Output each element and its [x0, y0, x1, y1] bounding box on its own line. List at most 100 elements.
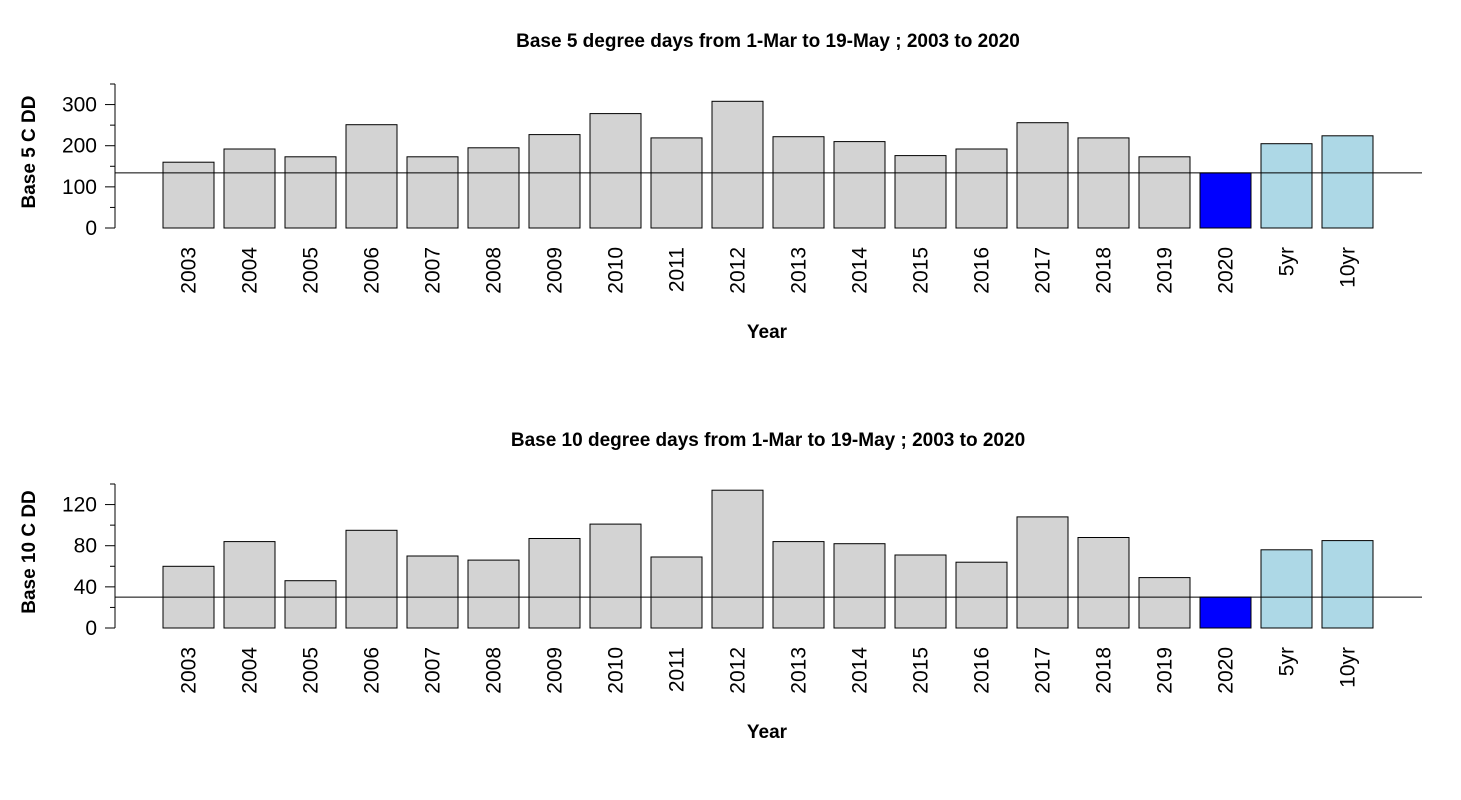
bar-5yr [1260, 549, 1313, 629]
x-axis-label: Year [747, 322, 788, 343]
bar-2008 [467, 559, 520, 629]
bar-2005 [284, 156, 337, 229]
bar-2009 [528, 538, 581, 629]
category-label: 2009 [544, 247, 567, 294]
bar-2008 [467, 147, 520, 229]
y-tick-label: 0 [85, 217, 97, 240]
y-axis-label: Base 10 C DD [19, 490, 40, 614]
bar-2003 [162, 161, 215, 229]
base10-chart-panel: Base 10 degree days from 1-Mar to 19-May… [19, 430, 1422, 743]
base5-chart-panel: Base 5 degree days from 1-Mar to 19-May … [19, 31, 1422, 343]
bar-2012 [711, 100, 764, 229]
y-axis-label: Base 5 C DD [19, 96, 40, 209]
category-label: 2004 [239, 247, 262, 294]
bar-2016 [955, 561, 1008, 629]
y-tick-label: 0 [85, 617, 97, 640]
y-axis: 0 100 200 300 [62, 83, 116, 240]
y-tick-label: 120 [62, 494, 97, 517]
bar-2006 [345, 529, 398, 629]
category-label: 2008 [483, 247, 506, 294]
bar-2007 [406, 555, 459, 629]
category-label: 2011 [666, 247, 689, 292]
category-label: 2006 [361, 247, 384, 294]
category-label: 10yr [1337, 647, 1360, 688]
category-label: 5yr [1276, 247, 1299, 276]
bar-2015 [894, 554, 947, 629]
category-label: 2015 [910, 647, 933, 694]
category-label: 2020 [1215, 247, 1238, 294]
category-label: 2007 [422, 647, 445, 694]
category-label: 2013 [788, 647, 811, 694]
bar-2017 [1016, 122, 1069, 229]
bar-2013 [772, 541, 825, 629]
category-label: 2016 [971, 647, 994, 694]
bar-2011 [650, 556, 703, 629]
category-label: 2009 [544, 647, 567, 694]
category-label: 2008 [483, 647, 506, 694]
y-tick-label: 300 [62, 94, 97, 117]
bar-2019 [1138, 577, 1191, 629]
category-label: 2018 [1093, 247, 1116, 294]
category-label: 2015 [910, 247, 933, 294]
category-label: 2018 [1093, 647, 1116, 694]
bar-2007 [406, 156, 459, 229]
bar-2018 [1077, 137, 1130, 229]
category-label: 2019 [1154, 647, 1177, 694]
category-label: 2012 [727, 647, 750, 694]
category-label: 2012 [727, 247, 750, 294]
bar-5yr [1260, 143, 1313, 229]
category-label: 10yr [1337, 247, 1360, 288]
bar-2009 [528, 134, 581, 229]
bar-2019 [1138, 156, 1191, 229]
bar-group [162, 100, 1374, 229]
bar-2004 [223, 148, 276, 229]
bar-2005 [284, 580, 337, 629]
bar-2020 [1199, 172, 1252, 229]
bar-2006 [345, 124, 398, 229]
bar-2017 [1016, 516, 1069, 629]
category-label: 2005 [300, 647, 323, 694]
category-label: 2010 [605, 647, 628, 694]
x-axis-label: Year [747, 722, 788, 743]
bar-2012 [711, 489, 764, 629]
category-label: 2020 [1215, 647, 1238, 694]
y-tick-label: 200 [62, 135, 97, 158]
category-label: 2013 [788, 247, 811, 294]
bar-10yr [1321, 540, 1374, 629]
category-label: 5yr [1276, 647, 1299, 676]
bar-2013 [772, 136, 825, 229]
chart-title: Base 10 degree days from 1-Mar to 19-May… [511, 430, 1025, 451]
category-label: 2004 [239, 647, 262, 694]
y-tick-label: 40 [74, 576, 97, 599]
bar-2011 [650, 137, 703, 229]
bar-10yr [1321, 135, 1374, 229]
bar-2015 [894, 155, 947, 229]
bar-2018 [1077, 537, 1130, 629]
category-label: 2010 [605, 247, 628, 294]
bar-2014 [833, 543, 886, 629]
category-label: 2011 [666, 647, 689, 692]
category-label: 2003 [178, 247, 201, 294]
chart-title: Base 5 degree days from 1-Mar to 19-May … [516, 31, 1020, 52]
category-label: 2003 [178, 647, 201, 694]
category-label: 2007 [422, 247, 445, 294]
bar-2020 [1199, 596, 1252, 629]
bar-2010 [589, 113, 642, 229]
bar-2010 [589, 523, 642, 629]
bar-group [162, 489, 1374, 629]
y-tick-label: 100 [62, 176, 97, 199]
bar-2014 [833, 141, 886, 229]
category-labels: 2003 2004 2005 2006 2007 2008 2009 2010 2011 2012… [178, 647, 1360, 694]
category-labels: 2003 2004 2005 2006 2007 2008 2009 2010 2011 2012… [178, 247, 1360, 294]
category-label: 2019 [1154, 247, 1177, 294]
y-axis: 0 40 80 120 [62, 483, 116, 640]
category-label: 2014 [849, 247, 872, 294]
category-label: 2006 [361, 647, 384, 694]
category-label: 2017 [1032, 647, 1055, 694]
category-label: 2005 [300, 247, 323, 294]
bar-2016 [955, 148, 1008, 229]
category-label: 2014 [849, 647, 872, 694]
y-tick-label: 80 [74, 535, 97, 558]
category-label: 2016 [971, 247, 994, 294]
